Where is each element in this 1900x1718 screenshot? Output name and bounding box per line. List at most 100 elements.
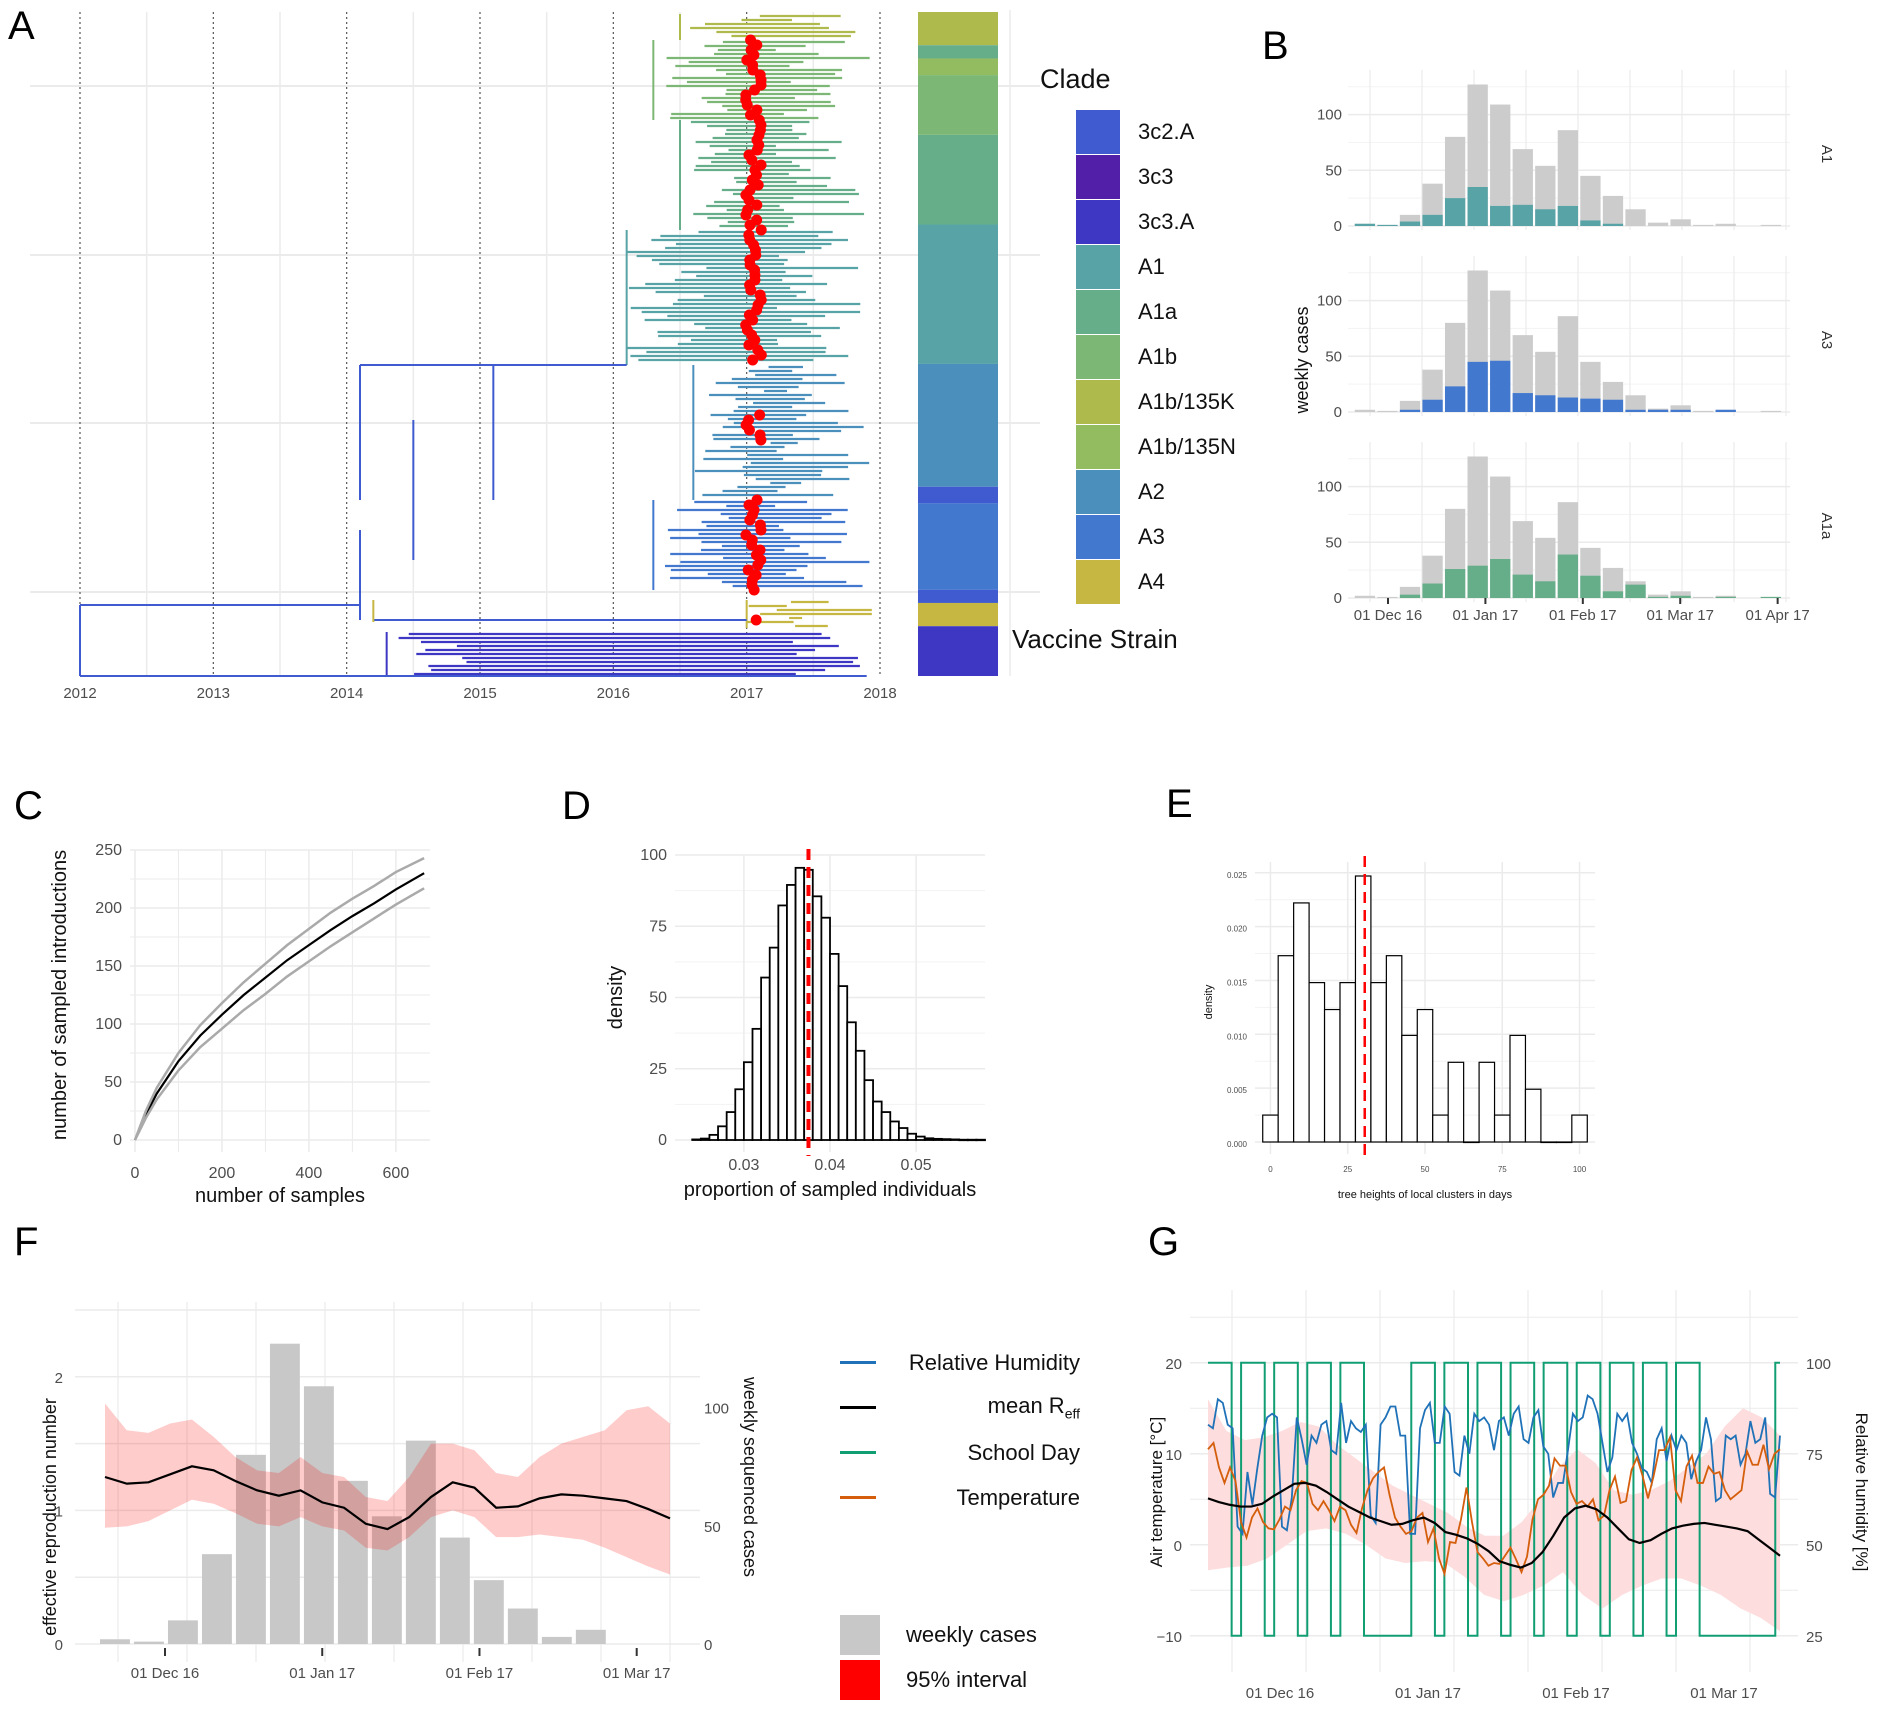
bar-clade	[1400, 595, 1420, 598]
histogram-bar	[778, 905, 787, 1140]
bar-clade	[1580, 576, 1600, 598]
bar-total	[1693, 225, 1713, 226]
legend-line-swatch	[840, 1451, 876, 1454]
legend-fill-item: weekly cases	[840, 1612, 1100, 1657]
histogram-bar	[718, 1126, 727, 1140]
histogram-bar	[1325, 1010, 1340, 1142]
histogram-bar	[761, 978, 770, 1140]
y-tick-label: 100	[1317, 293, 1342, 310]
y-tick-label: 100	[1317, 107, 1342, 124]
bar-clade	[1490, 206, 1510, 226]
x-tick-label: 200	[209, 1165, 236, 1182]
panel-label-e: E	[1166, 782, 1193, 827]
clade-swatch	[1076, 470, 1120, 514]
clade-label: A1b/135N	[1138, 434, 1236, 460]
histogram-bar	[830, 954, 839, 1140]
clade-label: 3c3.A	[1138, 209, 1194, 235]
bar-clade	[1422, 400, 1442, 412]
x-tick-label: 01 Feb 17	[446, 1665, 514, 1682]
y-tick-label: 100	[640, 847, 667, 864]
histogram-bar	[1278, 956, 1293, 1142]
bar-total	[1693, 597, 1713, 598]
facet-label: A3	[1818, 331, 1835, 349]
y-axis-label: density	[1203, 984, 1215, 1019]
panel-g-weather: −100102025507510001 Dec 16 01 Jan 17 01 Fe…	[1140, 1260, 1900, 1718]
x-tick-label: 01 Feb 17	[1549, 607, 1617, 624]
bar-weekly-cases	[168, 1620, 198, 1644]
y2-tick-label: 0	[704, 1637, 712, 1654]
legend-label: School Day	[876, 1440, 1100, 1466]
y-tick-label: 0	[1334, 404, 1342, 421]
sample-marker	[744, 425, 755, 436]
bar-total	[1716, 224, 1736, 226]
x-tick-label: 2012	[63, 685, 96, 702]
clade-legend-item: A1a	[1058, 289, 1236, 334]
bar-clade	[1648, 597, 1668, 598]
histogram-bar	[796, 868, 805, 1140]
bar-total	[1625, 209, 1645, 226]
histogram-bar	[856, 1051, 865, 1140]
clade-legend-item: A2	[1058, 469, 1236, 514]
legend-line-swatch	[840, 1361, 876, 1364]
bar-total	[1648, 223, 1668, 226]
clade-label: A1	[1138, 254, 1165, 280]
clade-label: A1a	[1138, 299, 1177, 325]
y-axis-label: weekly cases	[1292, 306, 1312, 414]
sample-marker	[742, 100, 753, 111]
bar-clade	[1716, 410, 1736, 412]
histogram-bar	[1340, 983, 1355, 1142]
y-tick-label: 0	[1334, 590, 1342, 607]
histogram-bar	[1309, 983, 1324, 1142]
bar-clade	[1580, 399, 1600, 412]
bar-clade	[1716, 597, 1736, 598]
bar-clade	[1513, 575, 1533, 598]
bar-clade	[1377, 225, 1397, 226]
histogram-bar	[951, 1139, 960, 1140]
y-tick-label: 0.020	[1227, 925, 1248, 934]
clade-swatch	[1076, 290, 1120, 334]
y-tick-label: 0	[658, 1132, 667, 1149]
bar-clade	[1513, 393, 1533, 412]
panel-label-d: D	[562, 784, 591, 829]
bar-clade	[1580, 220, 1600, 226]
panel-a-phylogenetic-tree: 2012 2013 2014 2015 2016 2017 2018	[0, 0, 1040, 720]
histogram-bar	[1541, 1142, 1556, 1143]
y-tick-label: 0	[1334, 218, 1342, 235]
clade-swatch	[1076, 110, 1120, 154]
legend-fill-item: 95% interval	[840, 1657, 1100, 1702]
clade-bar-segment	[918, 224, 998, 363]
x-tick-label: 01 Dec 16	[1246, 1685, 1314, 1702]
histogram-bar	[1417, 1010, 1432, 1142]
y2-axis-label: Relative humidity [%]	[1852, 1413, 1871, 1572]
bar-clade	[1625, 585, 1645, 598]
bar-clade	[1670, 410, 1690, 412]
x-tick-label: 50	[1421, 1165, 1430, 1174]
x-axis-label: tree heights of local clusters in days	[1338, 1189, 1513, 1201]
panel-label-b: B	[1262, 24, 1289, 69]
histogram-bar	[1433, 1115, 1448, 1142]
y2-tick-label: 75	[1806, 1447, 1823, 1464]
y2-tick-label: 50	[704, 1519, 721, 1536]
clade-bar-segment	[918, 75, 998, 135]
bar-total	[1377, 597, 1397, 598]
bar-total	[1603, 196, 1623, 226]
y-tick-label: 25	[649, 1061, 667, 1078]
y-axis-label: effective reproduction number	[40, 1398, 60, 1636]
y-tick-label: 0.015	[1227, 978, 1248, 987]
histogram-bar	[701, 1139, 710, 1140]
sample-marker	[745, 285, 756, 296]
histogram-bar	[847, 1022, 856, 1140]
histogram-bar	[770, 948, 779, 1140]
x-tick-label: 01 Dec 16	[131, 1665, 199, 1682]
y-tick-label: 0	[55, 1637, 63, 1654]
bar-weekly-cases	[474, 1580, 504, 1644]
histogram-bar	[890, 1121, 899, 1140]
bar-weekly-cases	[100, 1639, 130, 1644]
y-tick-label: 50	[104, 1074, 122, 1091]
legend-fill-swatch	[840, 1660, 880, 1700]
clade-bar-segment	[918, 590, 998, 603]
bar-total	[1761, 411, 1781, 412]
histogram-bar	[908, 1134, 917, 1140]
bar-weekly-cases	[542, 1637, 572, 1644]
legend-fg: Relative Humidity mean Reff School Day Temp…	[840, 1340, 1100, 1702]
